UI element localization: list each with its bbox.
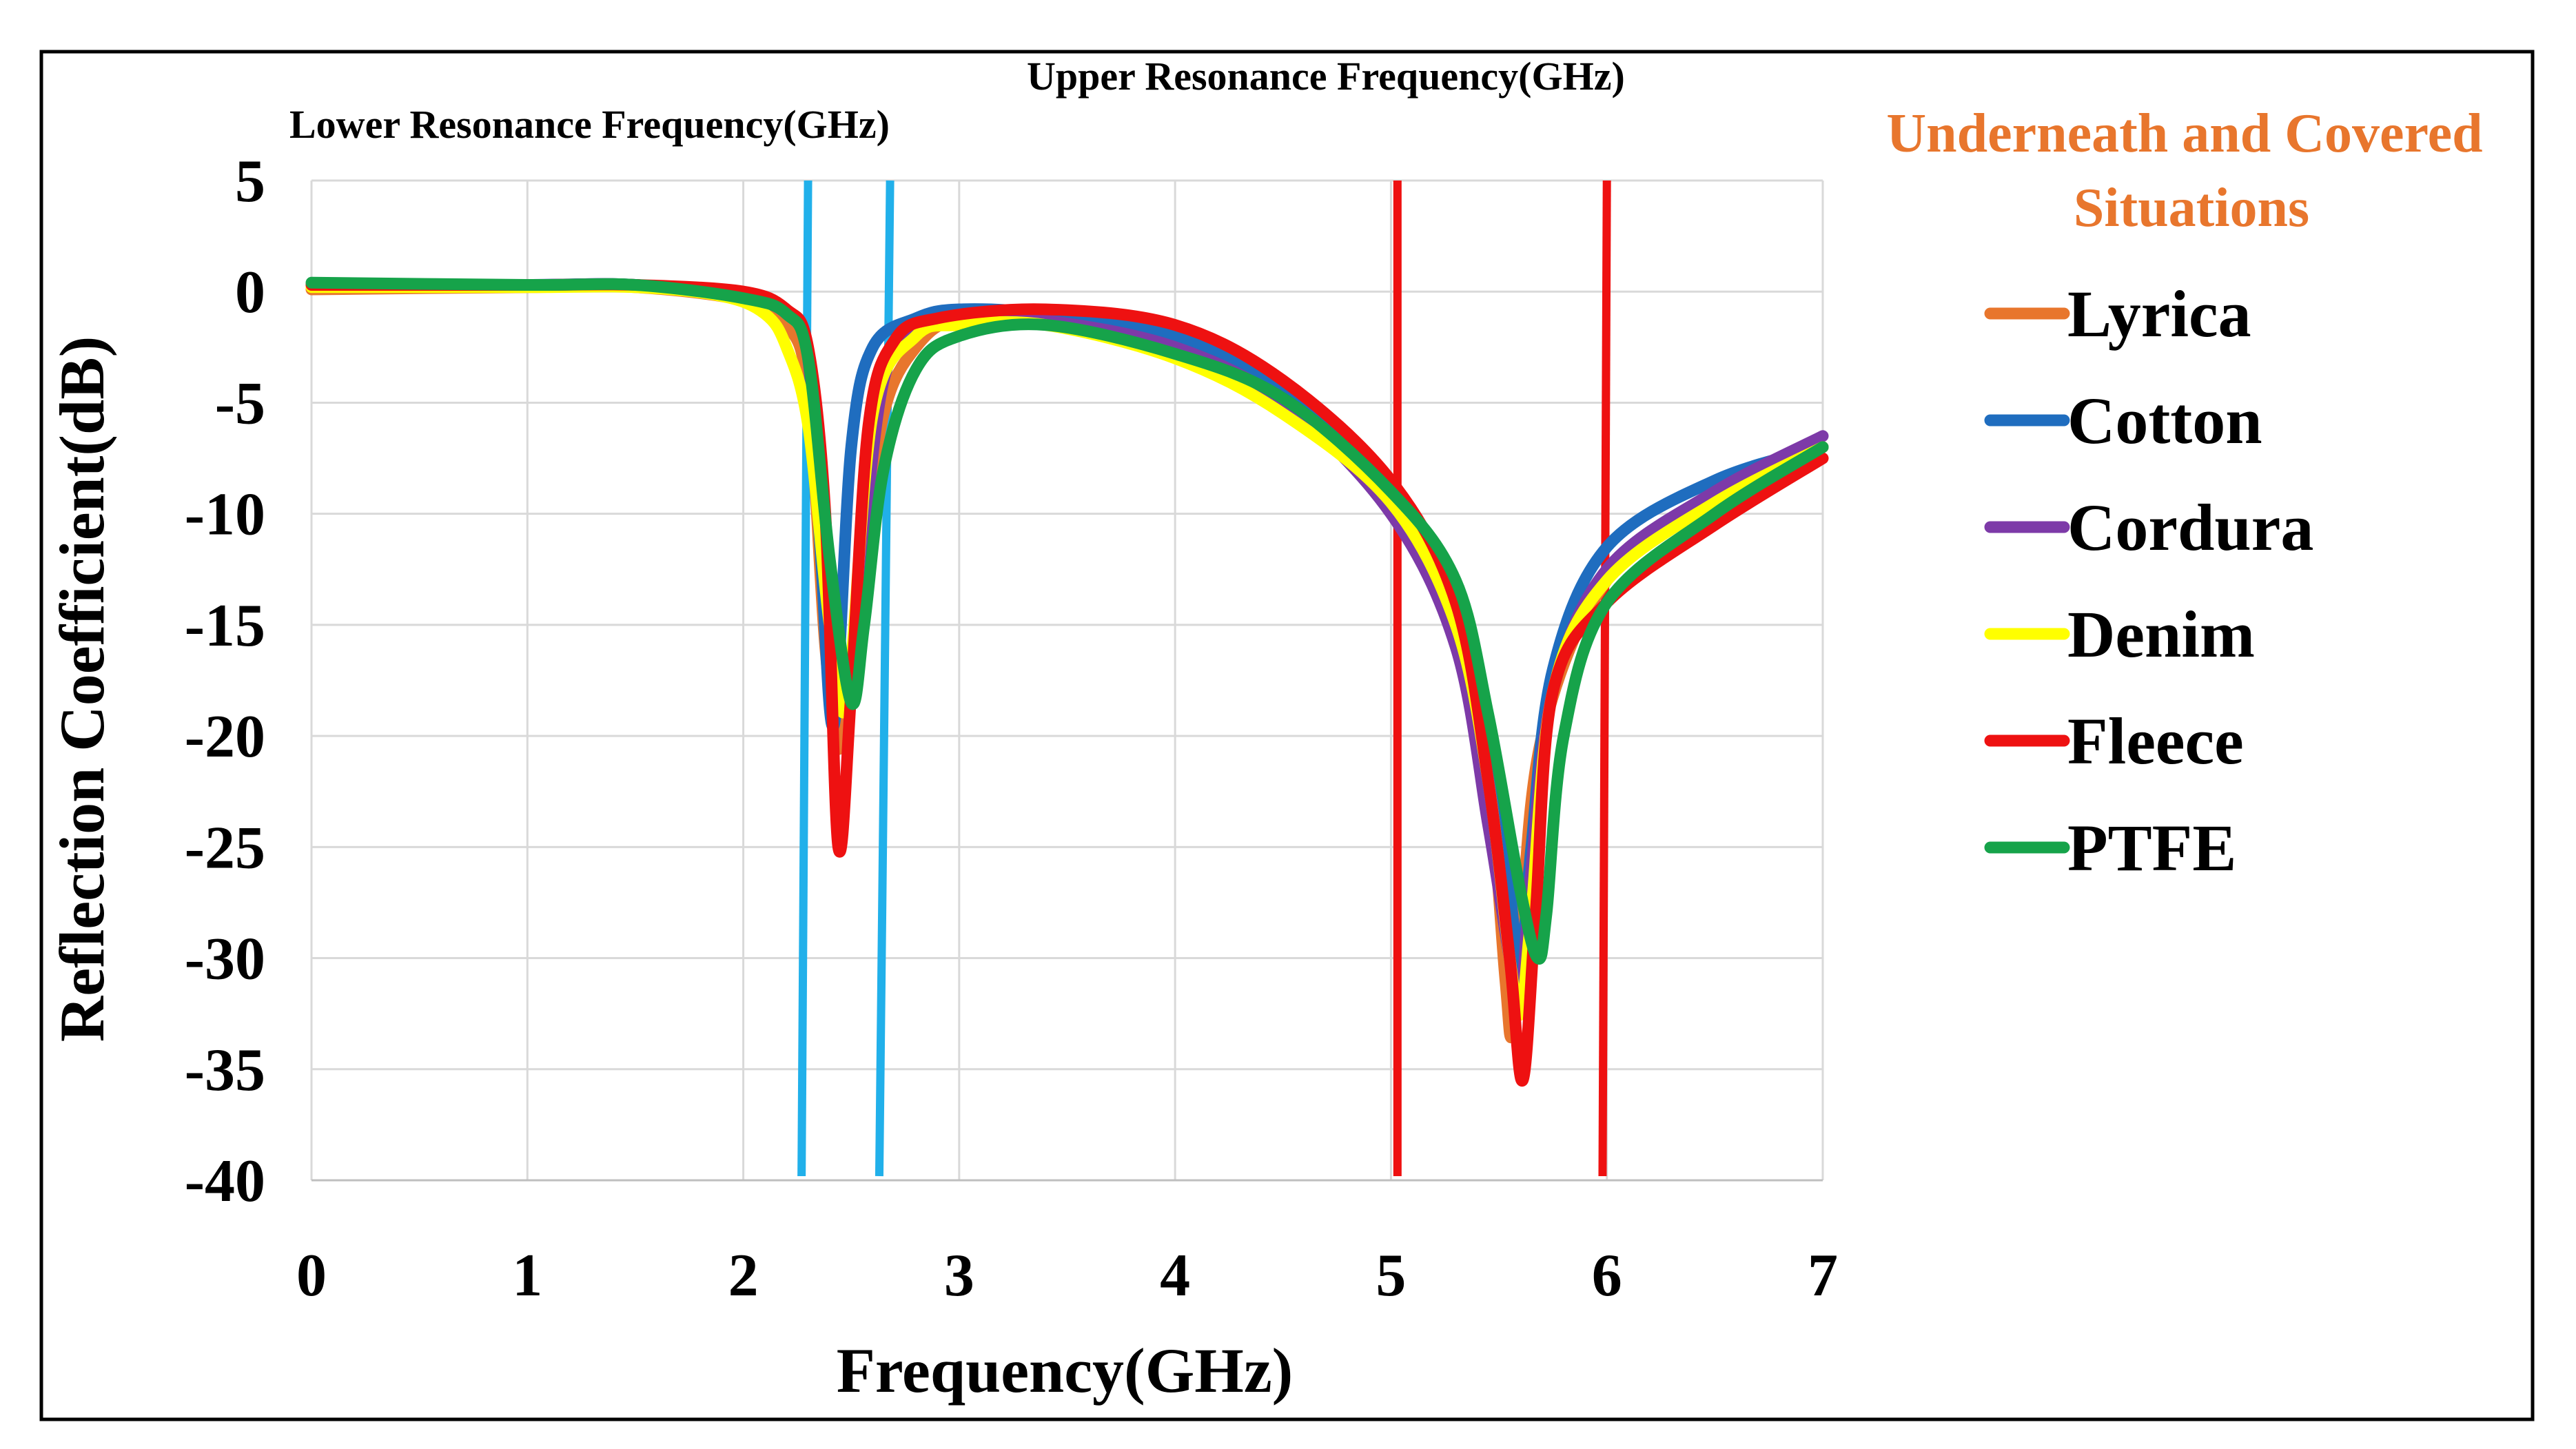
lower-band-annotation: Lower Resonance Frequency(GHz) xyxy=(289,102,890,147)
legend-label-ptfe: PTFE xyxy=(2067,811,2236,885)
series-line-ptfe xyxy=(305,276,1829,965)
x-tick-label: 2 xyxy=(728,1242,759,1309)
upper-band-marker-line xyxy=(1598,180,1611,1177)
x-tick-label: 1 xyxy=(512,1242,542,1309)
y-axis-label: Reflection Coefficient(dB) xyxy=(47,336,117,1042)
legend-label-denim: Denim xyxy=(2067,597,2255,671)
legend-title-line-1: Underneath and Covered xyxy=(1886,103,2482,164)
legend-title: Underneath and Covered Situations xyxy=(1886,103,2496,238)
y-tick-labels: 5 0 -5 -10 -15 -20 -25 -30 -35 -40 xyxy=(185,148,265,1215)
y-tick-label: -25 xyxy=(185,814,265,881)
y-tick-label: -30 xyxy=(185,926,265,993)
series-lines xyxy=(305,276,1829,1087)
x-tick-label: 7 xyxy=(1808,1242,1838,1309)
legend-label-cotton: Cotton xyxy=(2067,384,2262,458)
x-tick-labels: 0 1 2 3 4 5 6 7 xyxy=(296,1242,1838,1309)
legend-title-line-2: Situations xyxy=(2074,178,2309,238)
x-tick-label: 4 xyxy=(1160,1242,1190,1309)
y-tick-label: -5 xyxy=(215,370,265,437)
y-tick-label: -15 xyxy=(185,593,265,659)
legend-label-cordura: Cordura xyxy=(2067,491,2313,564)
y-tick-label: -40 xyxy=(185,1148,265,1215)
x-tick-label: 3 xyxy=(944,1242,974,1309)
x-axis-label: Frequency(GHz) xyxy=(837,1335,1294,1406)
upper-band-annotation: Upper Resonance Frequency(GHz) xyxy=(1027,54,1625,99)
legend: Lyrica Cotton Cordura Denim Fleece PTFE xyxy=(1984,277,2313,885)
x-tick-label: 0 xyxy=(296,1242,327,1309)
legend-label-lyrica: Lyrica xyxy=(2067,277,2251,351)
y-tick-label: -35 xyxy=(185,1037,265,1104)
y-tick-label: -20 xyxy=(185,703,265,770)
legend-label-fleece: Fleece xyxy=(2067,704,2244,778)
y-tick-label: 5 xyxy=(235,148,265,215)
x-tick-label: 5 xyxy=(1376,1242,1406,1309)
x-tick-label: 6 xyxy=(1592,1242,1622,1309)
y-tick-label: 0 xyxy=(235,259,265,326)
y-tick-label: -10 xyxy=(185,482,265,548)
